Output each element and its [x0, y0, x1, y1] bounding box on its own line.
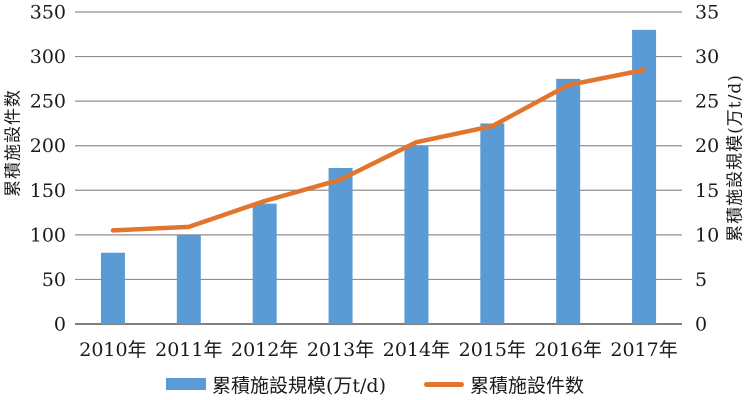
line-series-swatch-icon: [424, 381, 464, 387]
bar-2012年: [252, 203, 277, 324]
left-axis-tick-label: 100: [30, 224, 66, 246]
x-tick-label: 2014年: [383, 339, 450, 361]
legend-label-bar-series: 累積施設規模(万t/d): [211, 374, 386, 397]
legend-item-bar-series: 累積施設規模(万t/d): [165, 371, 386, 398]
x-tick-label: 2017年: [610, 339, 677, 361]
x-tick-label: 2011年: [155, 339, 222, 361]
right-axis-tick-label: 15: [695, 180, 719, 202]
left-axis-tick-label: 200: [30, 135, 66, 157]
bar-2016年: [556, 78, 581, 324]
bar-2013年: [328, 168, 353, 324]
right-axis-tick-label: 5: [695, 269, 707, 291]
legend-label-line-series: 累積施設件数: [470, 374, 585, 397]
x-tick-label: 2010年: [79, 339, 146, 361]
x-tick-label: 2015年: [459, 339, 526, 361]
bar-2015年: [480, 123, 505, 324]
right-axis-tick-label: 35: [695, 2, 719, 24]
left-axis-title: 累積施設件数: [3, 89, 24, 197]
left-axis-tick-label: 150: [30, 180, 66, 202]
left-axis-tick-label: 350: [30, 2, 66, 24]
chart-legend: 累積施設規模(万t/d) 累積施設件数: [0, 371, 750, 397]
bar-2017年: [632, 29, 657, 324]
right-axis-tick-label: 0: [695, 314, 707, 336]
legend-item-line-series: 累積施設件数: [424, 371, 584, 398]
left-axis-tick-label: 50: [42, 269, 66, 291]
x-tick-label: 2012年: [231, 339, 298, 361]
right-axis-tick-label: 20: [695, 135, 719, 157]
bar-2011年: [176, 234, 201, 324]
left-axis-tick-label: 300: [30, 46, 66, 68]
right-axis-tick-label: 10: [695, 224, 719, 246]
right-axis-tick-label: 30: [695, 46, 719, 68]
line-series-path: [110, 67, 647, 233]
bar-2014年: [404, 145, 429, 324]
left-axis-tick-label: 250: [30, 91, 66, 113]
bar-series-swatch-icon: [165, 378, 206, 390]
x-tick-label: 2013年: [307, 339, 374, 361]
bar-2010年: [100, 252, 125, 324]
right-axis-tick-label: 25: [695, 91, 719, 113]
left-axis-tick-label: 0: [54, 314, 66, 336]
right-axis-title: 累積施設規模(万t/d): [725, 74, 746, 242]
x-tick-label: 2016年: [535, 339, 602, 361]
